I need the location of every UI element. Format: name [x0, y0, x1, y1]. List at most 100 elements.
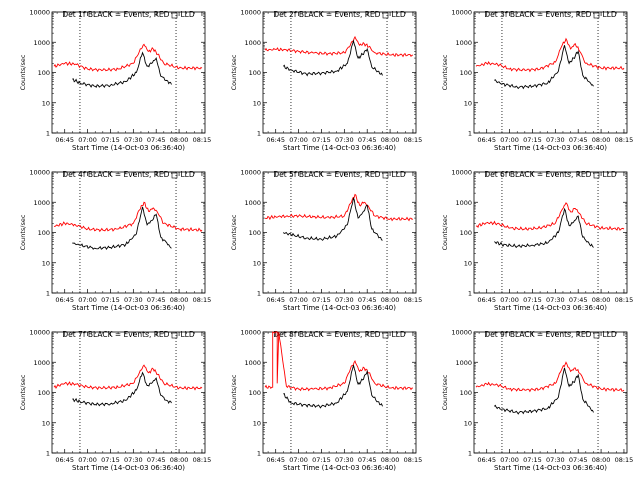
y-tick-label: 10 — [42, 419, 50, 427]
x-tick-label: 07:30 — [335, 136, 354, 144]
y-tick-label: 1000 — [244, 199, 261, 207]
panel-det-5: Det 5f BLACK = Events, RED = LLD 1 10 100 10… — [230, 169, 422, 313]
panel-det-6: Det 6f BLACK = Events, RED = LLD 1 10 100 10… — [441, 169, 633, 313]
x-tick-label: 08:15 — [404, 296, 423, 304]
x-tick-label: 08:15 — [615, 456, 634, 464]
panel-det-9: Det 9f BLACK = Events, RED = LLD 1 10 100 10… — [441, 329, 633, 473]
x-tick-label: 07:15 — [101, 456, 120, 464]
series-line-events — [283, 365, 383, 409]
series-line-events — [494, 207, 594, 249]
x-axis-label: Start Time (14-Oct-03 06:36:40) — [494, 304, 607, 312]
y-tick-label: 100 — [460, 229, 472, 237]
x-tick-label: 07:00 — [500, 296, 519, 304]
series-line-events — [72, 51, 172, 89]
panel-det-4: Det 4f BLACK = Events, RED = LLD 1 10 100 10… — [19, 169, 211, 313]
y-tick-label: 1 — [257, 450, 261, 458]
x-tick-label: 07:30 — [335, 296, 354, 304]
x-tick-label: 06:45 — [477, 296, 496, 304]
panel-title: Det 4f BLACK = Events, RED = LLD — [62, 170, 195, 179]
y-tick-label: 10000 — [29, 169, 50, 177]
x-tick-label: 07:15 — [523, 456, 542, 464]
panel-det-1: Det 1f BLACK = Events, RED = LLD 1 10 100 10… — [19, 9, 211, 153]
x-tick-label: 07:15 — [523, 296, 542, 304]
x-tick-label: 07:45 — [147, 456, 166, 464]
x-tick-label: 07:00 — [289, 456, 308, 464]
plot-frame — [51, 331, 206, 454]
panel-det-3: Det 3f BLACK = Events, RED = LLD 1 10 100 10… — [441, 9, 633, 153]
x-tick-label: 07:45 — [569, 136, 588, 144]
plot-frame — [262, 11, 417, 134]
x-tick-label: 07:00 — [78, 296, 97, 304]
x-tick-label: 07:00 — [289, 136, 308, 144]
x-tick-label: 08:00 — [381, 296, 400, 304]
y-axis-label: Counts/sec — [19, 214, 27, 250]
x-tick-label: 08:00 — [381, 456, 400, 464]
x-tick-label: 07:45 — [569, 296, 588, 304]
plot-frame — [51, 11, 206, 134]
y-tick-label: 100 — [249, 69, 261, 77]
y-tick-label: 10000 — [240, 9, 261, 17]
x-tick-label: 08:15 — [193, 296, 212, 304]
y-tick-label: 10 — [464, 99, 472, 107]
series-line-lld — [475, 202, 625, 231]
plot-frame — [473, 331, 628, 454]
panel-title: Det 9f BLACK = Events, RED = LLD — [484, 330, 617, 339]
x-tick-label: 07:30 — [335, 456, 354, 464]
y-tick-label: 10 — [253, 99, 261, 107]
series-line-events — [493, 367, 594, 415]
x-tick-label: 07:45 — [358, 136, 377, 144]
y-tick-label: 1000 — [455, 199, 472, 207]
x-tick-label: 07:15 — [312, 456, 331, 464]
x-axis-label: Start Time (14-Oct-03 06:36:40) — [72, 144, 185, 152]
series-line-lld — [475, 361, 625, 393]
y-tick-label: 100 — [38, 229, 50, 237]
x-tick-label: 07:00 — [500, 456, 519, 464]
x-tick-label: 08:15 — [404, 456, 423, 464]
y-tick-label: 1000 — [455, 39, 472, 47]
panel-title: Det 8f BLACK = Events, RED = LLD — [273, 330, 406, 339]
series-line-events — [72, 371, 172, 407]
y-tick-label: 10000 — [451, 169, 472, 177]
legend-marker — [382, 172, 389, 179]
y-tick-label: 10000 — [451, 9, 472, 17]
y-tick-label: 100 — [249, 229, 261, 237]
series-line-lld — [264, 193, 414, 222]
y-tick-label: 10 — [42, 259, 50, 267]
series-line-lld — [53, 201, 203, 233]
y-axis-label: Counts/sec — [441, 214, 449, 250]
x-tick-label: 07:45 — [147, 296, 166, 304]
panel-det-8: Det 8f BLACK = Events, RED = LLD 1 10 100 10… — [230, 329, 422, 473]
panel-title: Det 5f BLACK = Events, RED = LLD — [273, 170, 406, 179]
x-tick-label: 08:00 — [592, 456, 611, 464]
x-tick-label: 08:15 — [615, 296, 634, 304]
x-tick-label: 08:00 — [170, 136, 189, 144]
y-tick-label: 10 — [253, 259, 261, 267]
y-tick-label: 100 — [460, 389, 472, 397]
x-axis-label: Start Time (14-Oct-03 06:36:40) — [72, 464, 185, 472]
panel-title: Det 1f BLACK = Events, RED = LLD — [62, 10, 195, 19]
legend-marker — [593, 172, 600, 179]
x-tick-label: 08:00 — [592, 136, 611, 144]
series-line-events — [72, 206, 172, 251]
y-tick-label: 10000 — [240, 329, 261, 337]
series-line-lld — [53, 43, 203, 73]
series-line-lld — [264, 331, 413, 392]
y-tick-label: 10000 — [451, 329, 472, 337]
legend-marker — [382, 332, 389, 339]
y-tick-label: 10 — [253, 419, 261, 427]
y-tick-label: 1000 — [33, 39, 50, 47]
y-tick-label: 100 — [460, 69, 472, 77]
x-tick-label: 06:45 — [266, 456, 285, 464]
y-axis-label: Counts/sec — [19, 54, 27, 90]
x-tick-label: 07:30 — [546, 136, 565, 144]
legend-marker — [593, 332, 600, 339]
series-line-events — [282, 39, 383, 77]
y-tick-label: 10 — [464, 259, 472, 267]
x-tick-label: 07:00 — [78, 456, 97, 464]
legend-marker — [593, 12, 600, 19]
series-line-events — [494, 45, 594, 90]
y-tick-label: 1000 — [244, 39, 261, 47]
y-tick-label: 1000 — [455, 359, 472, 367]
y-tick-label: 10 — [464, 419, 472, 427]
plot-frame — [473, 11, 628, 134]
